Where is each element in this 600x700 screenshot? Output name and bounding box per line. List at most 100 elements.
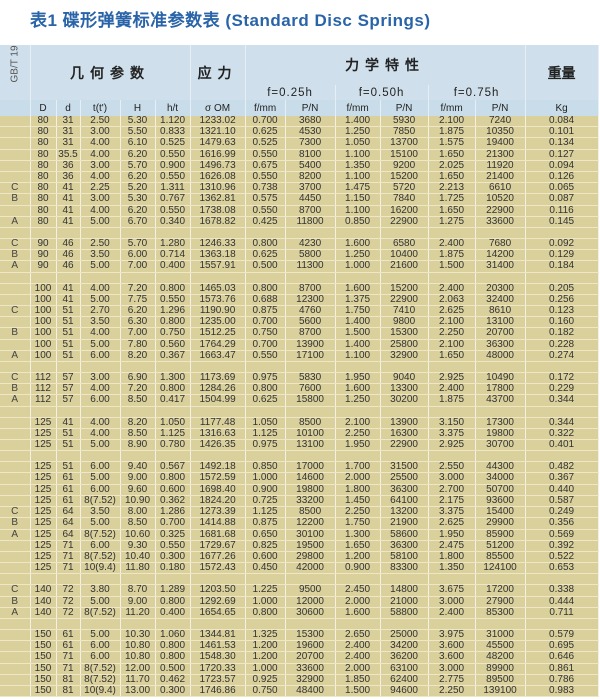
table-row: 100 41 4.00 7.20 0.800 1465.03 0.800 8700 1.600 1…: [0, 283, 599, 295]
table-cell: 2.100: [428, 116, 476, 128]
table-cell: 1203.50: [190, 584, 246, 597]
table-cell: 7410: [380, 305, 429, 318]
spacer-cell: [155, 272, 191, 284]
table-cell: 15200: [380, 171, 429, 184]
table-cell: 125: [30, 461, 57, 474]
table-row: 125 51 5.00 8.90 0.780 1426.35 0.975 13100 1.950…: [0, 439, 599, 452]
spacer-cell: [80, 406, 121, 418]
table-cell: 61: [56, 472, 81, 485]
table-cell: 13.00: [120, 685, 156, 698]
table-cell: 0.249: [525, 506, 599, 519]
table-cell: 0.780: [155, 439, 191, 452]
table-cell: 4.00: [80, 205, 121, 217]
table-row: A 125 64 8(7.52) 10.60 0.325 1681.68 0.650 30100…: [0, 529, 599, 541]
table-cell: 0.646: [525, 651, 599, 664]
table-cell: 0.786: [525, 674, 599, 686]
table-cell: 44300: [475, 461, 526, 474]
table-cell: 0.625: [245, 126, 286, 139]
standard-text: GB/T 1972: [9, 45, 21, 83]
table-cell: 1.600: [335, 383, 381, 396]
spacer-cell: [0, 227, 31, 240]
series-class-cell: [0, 205, 31, 217]
table-cell: 4.00: [80, 149, 121, 161]
table-cell: 1.600: [335, 607, 381, 619]
series-class-cell: [0, 540, 31, 552]
table-cell: 21400: [475, 171, 526, 184]
table-cell: 36300: [380, 484, 429, 496]
spacer-cell: [245, 450, 286, 463]
table-cell: 80: [30, 182, 57, 195]
table-cell: 21300: [475, 149, 526, 161]
table-cell: 4.00: [80, 383, 121, 396]
table-cell: 112: [30, 372, 57, 385]
table-cell: 0.800: [245, 238, 286, 251]
table-cell: 31500: [380, 461, 429, 474]
table-cell: 9800: [380, 316, 429, 329]
table-cell: 80: [30, 160, 57, 173]
spacer-cell: [525, 406, 599, 418]
series-class-cell: [0, 484, 31, 496]
series-class-cell: B: [0, 249, 31, 262]
table-cell: 0.800: [155, 596, 191, 608]
spacer-cell: [30, 450, 57, 463]
table-cell: 5.30: [120, 116, 156, 128]
series-class-cell: A: [0, 607, 31, 619]
table-cell: 0.800: [245, 607, 286, 619]
table-cell: 2.400: [335, 640, 381, 653]
series-class-cell: [0, 171, 31, 184]
spacer-cell: [335, 618, 381, 630]
table-cell: 10.30: [120, 629, 156, 642]
spacer-cell: [56, 618, 81, 630]
table-cell: 0.160: [525, 316, 599, 329]
spacer-cell: [0, 618, 31, 630]
series-class-cell: [0, 461, 31, 474]
table-cell: 2.775: [428, 674, 476, 686]
table-cell: 0.500: [245, 260, 286, 273]
spacer-cell: [285, 618, 336, 630]
table-cell: 0.462: [155, 674, 191, 686]
table-cell: 1316.63: [190, 428, 246, 441]
table-row: B 140 72 5.00 9.00 0.800 1292.69 1.000 12000 2.00…: [0, 596, 599, 608]
table-cell: 31: [56, 137, 81, 150]
table-cell: 1.050: [155, 417, 191, 429]
table-cell: 0.094: [525, 160, 599, 173]
table-cell: 15800: [285, 394, 336, 407]
table-cell: 0.925: [245, 674, 286, 686]
table-cell: 6.70: [120, 216, 156, 229]
standard-label: GB/T 1972: [0, 45, 31, 100]
spacer-cell: [285, 272, 336, 284]
spacer-cell: [525, 618, 599, 630]
table-row: B 125 64 5.00 8.50 0.700 1414.88 0.875 12200 1.75…: [0, 517, 599, 530]
table-cell: 3.000: [428, 596, 476, 608]
table-cell: 5.20: [120, 182, 156, 195]
table-cell: 6580: [380, 238, 429, 251]
table-cell: 2.250: [335, 428, 381, 441]
column-header: D: [30, 100, 57, 116]
table-cell: 1.125: [155, 428, 191, 441]
table-row: 80 31 4.00 6.10 0.525 1479.63 0.525 7300 1.050 13…: [0, 137, 599, 150]
table-cell: 85500: [475, 551, 526, 564]
table-cell: 41: [56, 193, 81, 206]
table-cell: 0.833: [155, 126, 191, 139]
table-cell: 125: [30, 529, 57, 541]
table-cell: 33200: [285, 495, 336, 508]
table-cell: 0.344: [525, 417, 599, 429]
table-cell: 1414.88: [190, 517, 246, 530]
table-cell: 15400: [475, 506, 526, 519]
table-cell: 0.700: [245, 316, 286, 329]
table-cell: 0.714: [155, 249, 191, 262]
table-cell: 5800: [285, 249, 336, 262]
table-cell: 0.550: [245, 205, 286, 217]
table-cell: 3.975: [428, 629, 476, 642]
table-cell: 6.30: [120, 316, 156, 329]
table-cell: 4.00: [80, 327, 121, 340]
table-cell: 1678.82: [190, 216, 246, 229]
table-cell: 11.20: [120, 607, 156, 619]
column-header: H: [120, 100, 156, 116]
table-cell: 0.800: [155, 651, 191, 664]
table-cell: 100: [30, 294, 57, 307]
table-cell: 1310.96: [190, 182, 246, 195]
f025-header: f=0.25h: [245, 85, 336, 100]
table-cell: 6.00: [80, 640, 121, 653]
table-cell: 2.213: [428, 182, 476, 195]
